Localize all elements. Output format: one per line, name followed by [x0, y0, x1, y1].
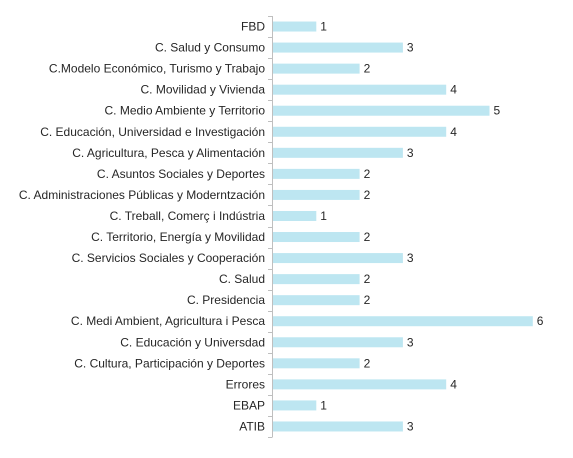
data-label: 4: [450, 125, 457, 139]
category-label: C. Salud: [219, 272, 265, 286]
bar: [273, 379, 447, 390]
bar: [273, 253, 403, 264]
category-label: C. Administraciones Públicas y Moderntza…: [19, 188, 265, 202]
bar: [273, 147, 403, 158]
data-label: 3: [407, 419, 414, 433]
data-label: 3: [407, 41, 414, 55]
data-label: 2: [364, 62, 371, 76]
category-label: C. Medio Ambiente y Territorio: [104, 104, 265, 118]
bar: [273, 232, 360, 243]
data-label: 2: [364, 356, 371, 370]
category-label: C. Presidencia: [187, 293, 265, 307]
data-label: 3: [407, 146, 414, 160]
data-label: 2: [364, 167, 371, 181]
bar: [273, 358, 360, 369]
bar: [273, 168, 360, 179]
data-label: 2: [364, 272, 371, 286]
category-label: C. Educación y Universdad: [120, 335, 265, 349]
data-label: 1: [320, 20, 327, 34]
bar: [273, 210, 317, 221]
category-label: C. Agricultura, Pesca y Alimentación: [72, 146, 265, 160]
data-label: 2: [364, 230, 371, 244]
category-label: C. Medi Ambient, Agricultura i Pesca: [71, 314, 265, 328]
bar: [273, 421, 403, 432]
data-label: 1: [320, 398, 327, 412]
labels-layer: FBD 1 C. Salud y Consumo 3 C.Modelo Económic…: [19, 20, 544, 434]
data-label: 4: [450, 83, 457, 97]
category-label: C. Movilidad y Vivienda: [140, 83, 265, 97]
bar: [273, 274, 360, 285]
bar: [273, 84, 447, 95]
bar: [273, 21, 317, 32]
bars-layer: [273, 21, 533, 432]
bar: [273, 63, 360, 74]
bar: [273, 337, 403, 348]
bar: [273, 189, 360, 200]
data-label: 5: [494, 104, 501, 118]
axis-layer: [268, 16, 273, 438]
bar: [273, 42, 403, 53]
data-label: 2: [364, 188, 371, 202]
data-label: 2: [364, 293, 371, 307]
data-label: 3: [407, 251, 414, 265]
data-label: 3: [407, 335, 414, 349]
category-label: C. Educación, Universidad e Investigació…: [40, 125, 265, 139]
category-label: C.Modelo Económico, Turismo y Trabajo: [49, 62, 265, 76]
category-label: C. Treball, Comerç i Indústria: [110, 209, 266, 223]
category-label: C. Servicios Sociales y Cooperación: [72, 251, 265, 265]
category-label: Errores: [226, 377, 265, 391]
data-label: 4: [450, 377, 457, 391]
category-label: C. Asuntos Sociales y Deportes: [97, 167, 265, 181]
category-label: C. Salud y Consumo: [155, 41, 265, 55]
category-label: ATIB: [239, 419, 265, 433]
category-label: C. Cultura, Participación y Deportes: [74, 356, 265, 370]
bar: [273, 126, 447, 137]
bar: [273, 316, 533, 327]
category-label: EBAP: [233, 398, 265, 412]
bar: [273, 400, 317, 411]
category-label: C. Territorio, Energía y Movilidad: [91, 230, 265, 244]
bar: [273, 295, 360, 306]
data-label: 6: [537, 314, 544, 328]
data-label: 1: [320, 209, 327, 223]
bar: [273, 105, 490, 116]
category-label: FBD: [241, 20, 265, 34]
